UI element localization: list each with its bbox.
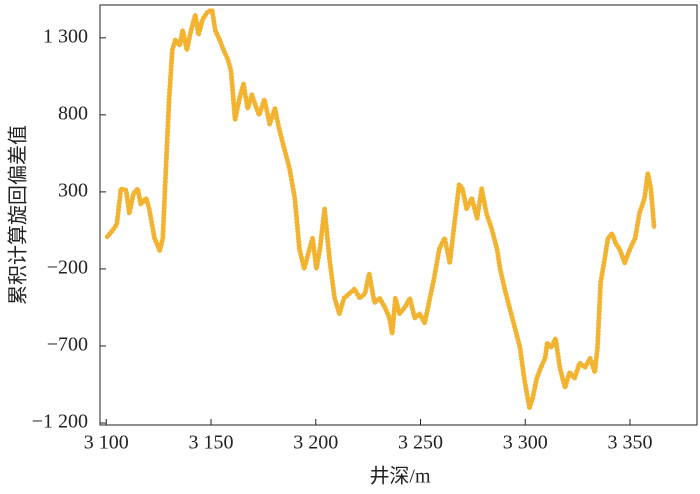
- x-tick-label: 3 150: [189, 432, 234, 454]
- y-tick-label: −200: [47, 257, 88, 279]
- y-axis-label: 累积计算旋回偏差值: [7, 125, 30, 305]
- x-tick-label: 3 200: [293, 432, 338, 454]
- x-tick-label: 3 100: [84, 432, 129, 454]
- x-tick-label: 3 350: [607, 432, 652, 454]
- plot-frame: [99, 4, 698, 426]
- y-tick-label: 300: [58, 179, 88, 201]
- x-tick-label: 3 250: [398, 432, 443, 454]
- x-tick-label: 3 300: [503, 432, 548, 454]
- y-tick-label: 800: [58, 102, 88, 124]
- x-axis-label: 井深/m: [369, 465, 431, 488]
- data-line: [104, 7, 657, 411]
- y-tick-label: −700: [47, 334, 88, 356]
- y-tick-label: 1 300: [43, 25, 88, 47]
- data-line-core: [105, 8, 656, 410]
- y-tick-label: −1 200: [32, 411, 88, 433]
